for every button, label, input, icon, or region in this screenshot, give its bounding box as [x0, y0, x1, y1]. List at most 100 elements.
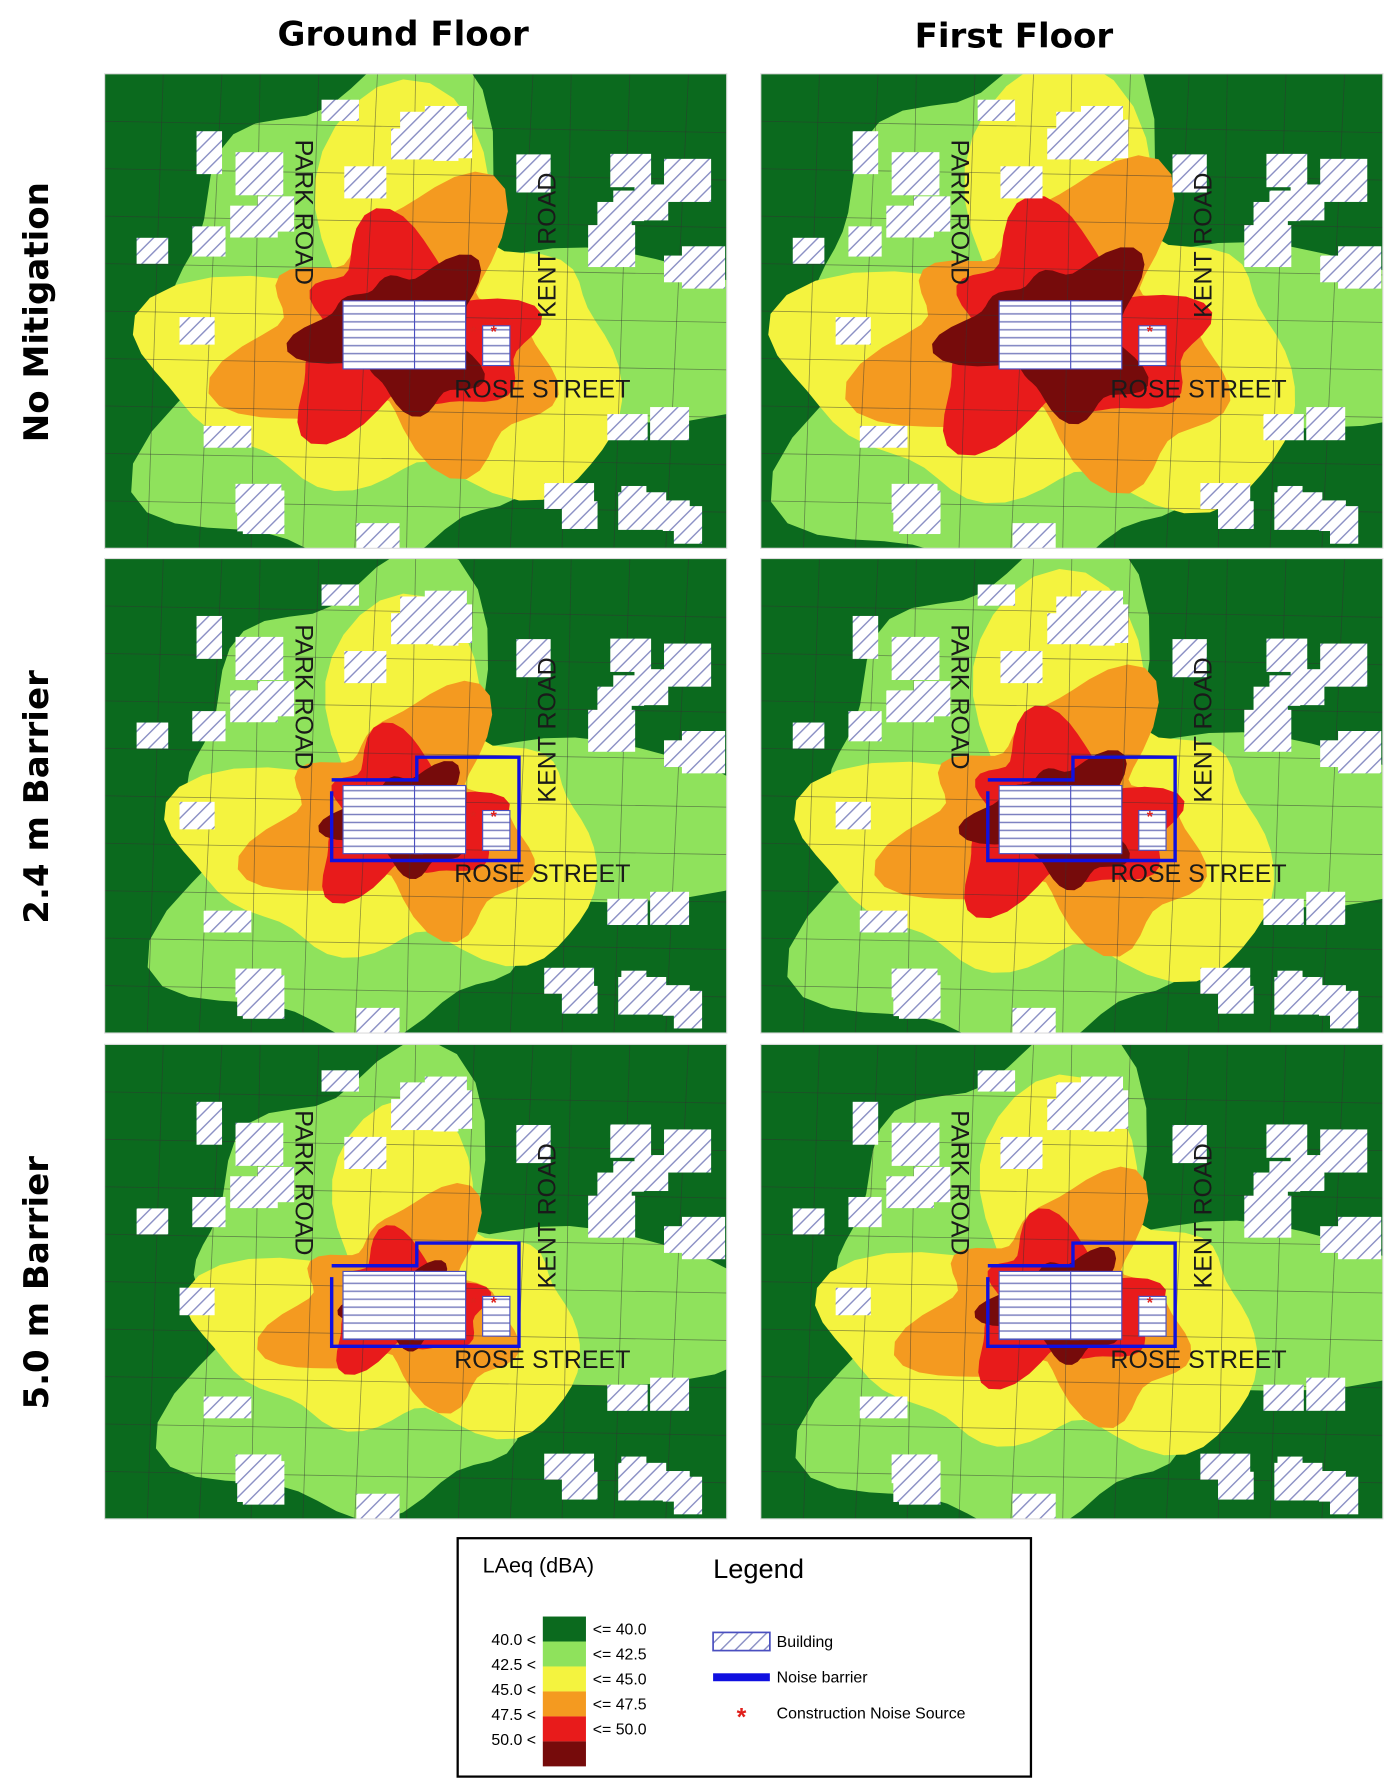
- row-title: 5.0 m Barrier: [17, 1156, 57, 1410]
- legend-item: Construction Noise Source: [777, 1706, 966, 1723]
- site-building: [343, 786, 422, 854]
- street-label: PARK ROAD: [289, 140, 317, 285]
- site-building: [1071, 786, 1122, 854]
- building: [322, 584, 359, 605]
- building: [1000, 1137, 1042, 1169]
- building: [634, 184, 668, 220]
- building: [860, 1397, 908, 1419]
- building: [650, 407, 689, 440]
- building: [836, 1288, 871, 1316]
- street-label: ROSE STREET: [454, 1346, 630, 1374]
- column-title: First Floor: [915, 17, 1114, 57]
- building: [664, 159, 711, 202]
- building: [197, 616, 222, 659]
- legend-lower: 42.5 <: [491, 1657, 536, 1674]
- row-title: No Mitigation: [17, 182, 57, 442]
- site-building: [1071, 1271, 1122, 1339]
- building: [197, 131, 222, 174]
- building: [544, 483, 594, 509]
- building: [860, 426, 908, 448]
- noise-source: *: [491, 809, 498, 826]
- building: [607, 899, 647, 925]
- building: [610, 154, 651, 187]
- building: [848, 711, 881, 741]
- building: [892, 637, 940, 680]
- street-label: ROSE STREET: [1110, 860, 1286, 888]
- street-label: KENT ROAD: [1189, 1143, 1217, 1288]
- building: [204, 1397, 252, 1419]
- street-label: ROSE STREET: [1110, 375, 1286, 403]
- building: [793, 238, 825, 264]
- building: [356, 523, 399, 557]
- maps: **PARK ROADKENT ROADROSE STREET**PARK RO…: [105, 26, 1391, 1534]
- street-label: PARK ROAD: [945, 140, 973, 285]
- building: [1330, 506, 1358, 544]
- building: [978, 1070, 1015, 1091]
- building: [1047, 128, 1090, 159]
- legend-swatch: [543, 1617, 586, 1642]
- building: [892, 152, 940, 195]
- building: [674, 1477, 702, 1515]
- legend-upper: <= 50.0: [593, 1722, 647, 1739]
- building: [192, 226, 225, 256]
- building: [344, 1137, 386, 1169]
- street-label: ROSE STREET: [1110, 1346, 1286, 1374]
- building: [1047, 613, 1090, 644]
- building: [180, 1288, 215, 1316]
- legend-scale-title: LAeq (dBA): [483, 1552, 594, 1577]
- legend-barrier-swatch: [713, 1673, 770, 1681]
- noise-source: *: [470, 1295, 477, 1312]
- building: [1291, 184, 1325, 220]
- figure: Ground Floor First Floor No Mitigation 2…: [0, 0, 1391, 1780]
- building: [978, 100, 1015, 121]
- building: [180, 802, 215, 830]
- building: [1266, 154, 1307, 187]
- building: [1047, 1099, 1090, 1130]
- building: [621, 1457, 646, 1500]
- building: [853, 1102, 878, 1145]
- building: [892, 1123, 940, 1166]
- column-title: Ground Floor: [278, 14, 530, 54]
- building: [1291, 669, 1325, 705]
- building: [1000, 166, 1042, 198]
- legend-item: Noise barrier: [777, 1669, 869, 1686]
- noise-source: *: [1126, 809, 1133, 826]
- building: [1306, 1378, 1345, 1411]
- building: [1320, 644, 1367, 687]
- legend-swatch: [543, 1691, 586, 1716]
- building: [1291, 1155, 1325, 1191]
- building: [137, 238, 169, 264]
- site-building: [999, 301, 1078, 369]
- building: [1097, 120, 1128, 159]
- street-label: KENT ROAD: [533, 657, 561, 802]
- building: [236, 1123, 284, 1166]
- building: [544, 1454, 594, 1480]
- building: [793, 1208, 825, 1234]
- building: [1244, 710, 1291, 752]
- street-label: KENT ROAD: [1189, 657, 1217, 802]
- building: [1330, 1477, 1358, 1515]
- building: [610, 1124, 651, 1157]
- building: [1306, 892, 1345, 925]
- street-label: KENT ROAD: [1189, 173, 1217, 318]
- building: [634, 1155, 668, 1191]
- building: [1200, 1454, 1250, 1480]
- building: [1320, 740, 1363, 767]
- site-building: [415, 786, 466, 854]
- building: [1013, 1494, 1056, 1528]
- building: [1320, 1129, 1367, 1172]
- map-layer: **PARK ROADKENT ROADROSE STREET: [105, 546, 791, 1041]
- legend-lower: 40.0 <: [491, 1632, 536, 1649]
- building: [137, 1208, 169, 1234]
- legend-upper: <= 47.5: [593, 1697, 647, 1714]
- street-label: PARK ROAD: [945, 624, 973, 769]
- legend-building-swatch: [713, 1632, 770, 1650]
- building: [236, 152, 284, 195]
- building: [1277, 486, 1302, 529]
- building: [793, 723, 825, 749]
- building: [664, 740, 707, 767]
- noise-source: *: [1126, 324, 1133, 341]
- building: [1000, 651, 1042, 683]
